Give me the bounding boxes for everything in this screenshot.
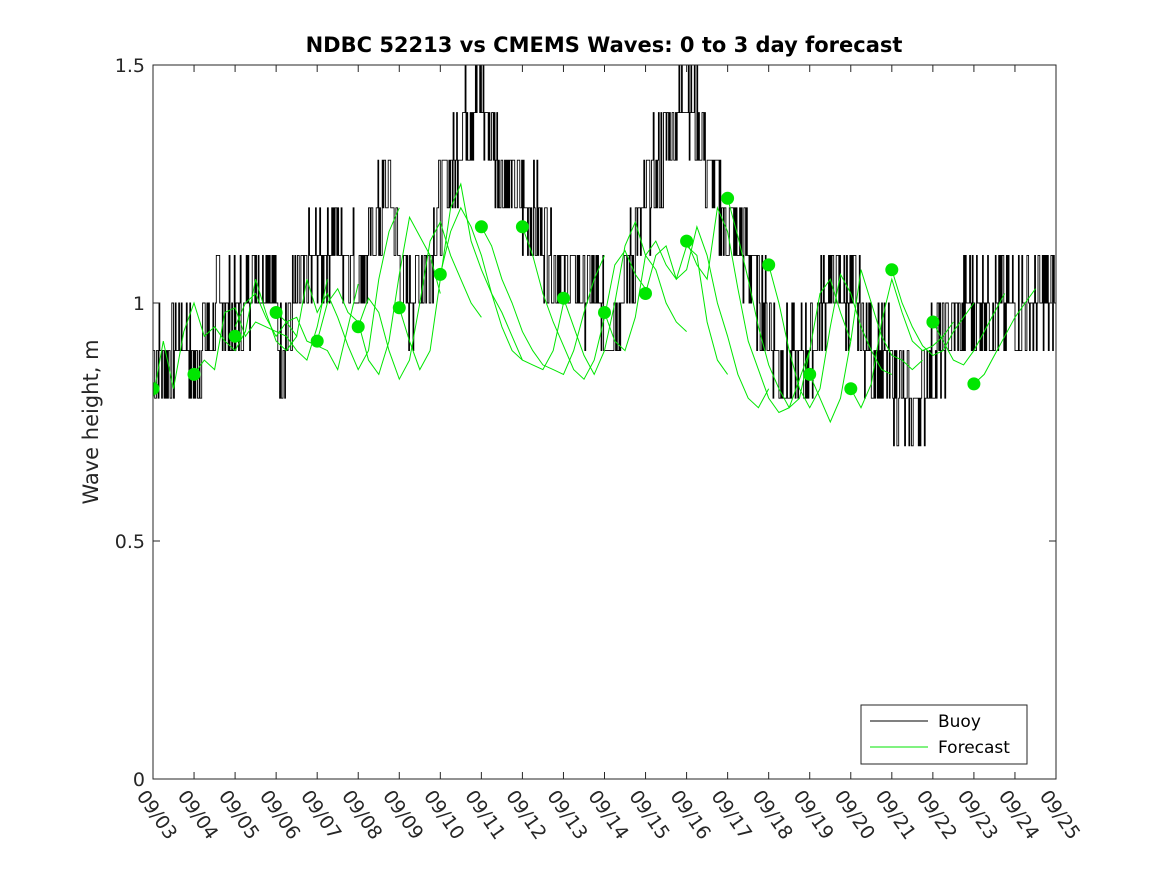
- forecast-point: [515, 220, 529, 234]
- y-tick-label: 0.5: [115, 531, 145, 553]
- forecast-point: [474, 220, 488, 234]
- forecast-run-line-14: [727, 198, 852, 409]
- forecast-run-line-9: [521, 226, 646, 381]
- forecast-run-line-3: [275, 207, 400, 371]
- forecast-point: [967, 377, 981, 391]
- forecast-point: [844, 382, 858, 396]
- legend: Buoy Forecast: [860, 704, 1028, 765]
- forecast-point: [392, 301, 406, 315]
- forecast-run-line-5: [357, 220, 482, 381]
- forecast-run-line-17: [850, 277, 954, 409]
- forecast-point: [598, 306, 611, 319]
- forecast-run-line-18: [891, 269, 975, 356]
- legend-forecast-label: Forecast: [938, 738, 1010, 758]
- forecast-point: [351, 320, 365, 334]
- forecast-run-line-16: [809, 269, 923, 424]
- series-layer: [153, 65, 1056, 447]
- forecast-run-line-15: [768, 264, 893, 409]
- y-tick-label: 0: [133, 769, 145, 791]
- forecast-point: [228, 329, 242, 343]
- forecast-run-line-10: [563, 220, 687, 376]
- forecast-point: [187, 367, 201, 381]
- forecast-point: [926, 315, 940, 329]
- forecast-run-line-0: [153, 279, 298, 399]
- forecast-point: [557, 291, 570, 305]
- forecast-run-line-8: [480, 226, 605, 376]
- forecast-run-line-2: [234, 283, 359, 371]
- forecast-point: [803, 367, 817, 381]
- y-tick-label: 1: [133, 293, 145, 315]
- legend-box: [860, 704, 1028, 765]
- forecast-run-line-11: [604, 240, 729, 375]
- y-tick-label: 1.5: [115, 55, 145, 77]
- forecast-run-line-7: [439, 206, 564, 371]
- chart-title: NDBC 52213 vs CMEMS Waves: 0 to 3 day fo…: [306, 33, 903, 57]
- forecast-point: [639, 287, 652, 300]
- forecast-run-line-6: [398, 182, 523, 371]
- buoy-series-line: [153, 65, 1056, 447]
- legend-buoy-label: Buoy: [938, 712, 981, 732]
- forecast-point: [721, 191, 735, 205]
- forecast-run-line-4: [316, 215, 441, 376]
- forecast-point: [433, 267, 447, 281]
- forecast-point: [269, 306, 283, 319]
- forecast-run-line-12: [645, 225, 770, 409]
- forecast-point: [310, 334, 324, 348]
- forecast-point: [680, 234, 694, 248]
- forecast-run-line-20: [973, 288, 1036, 385]
- forecast-run-line-1: [193, 279, 328, 375]
- forecast-point: [885, 263, 899, 277]
- forecast-point: [762, 258, 776, 272]
- y-axis-label: Wave height, m: [79, 339, 103, 504]
- forecast-point: [153, 382, 160, 396]
- forecast-run-line-19: [932, 293, 1006, 366]
